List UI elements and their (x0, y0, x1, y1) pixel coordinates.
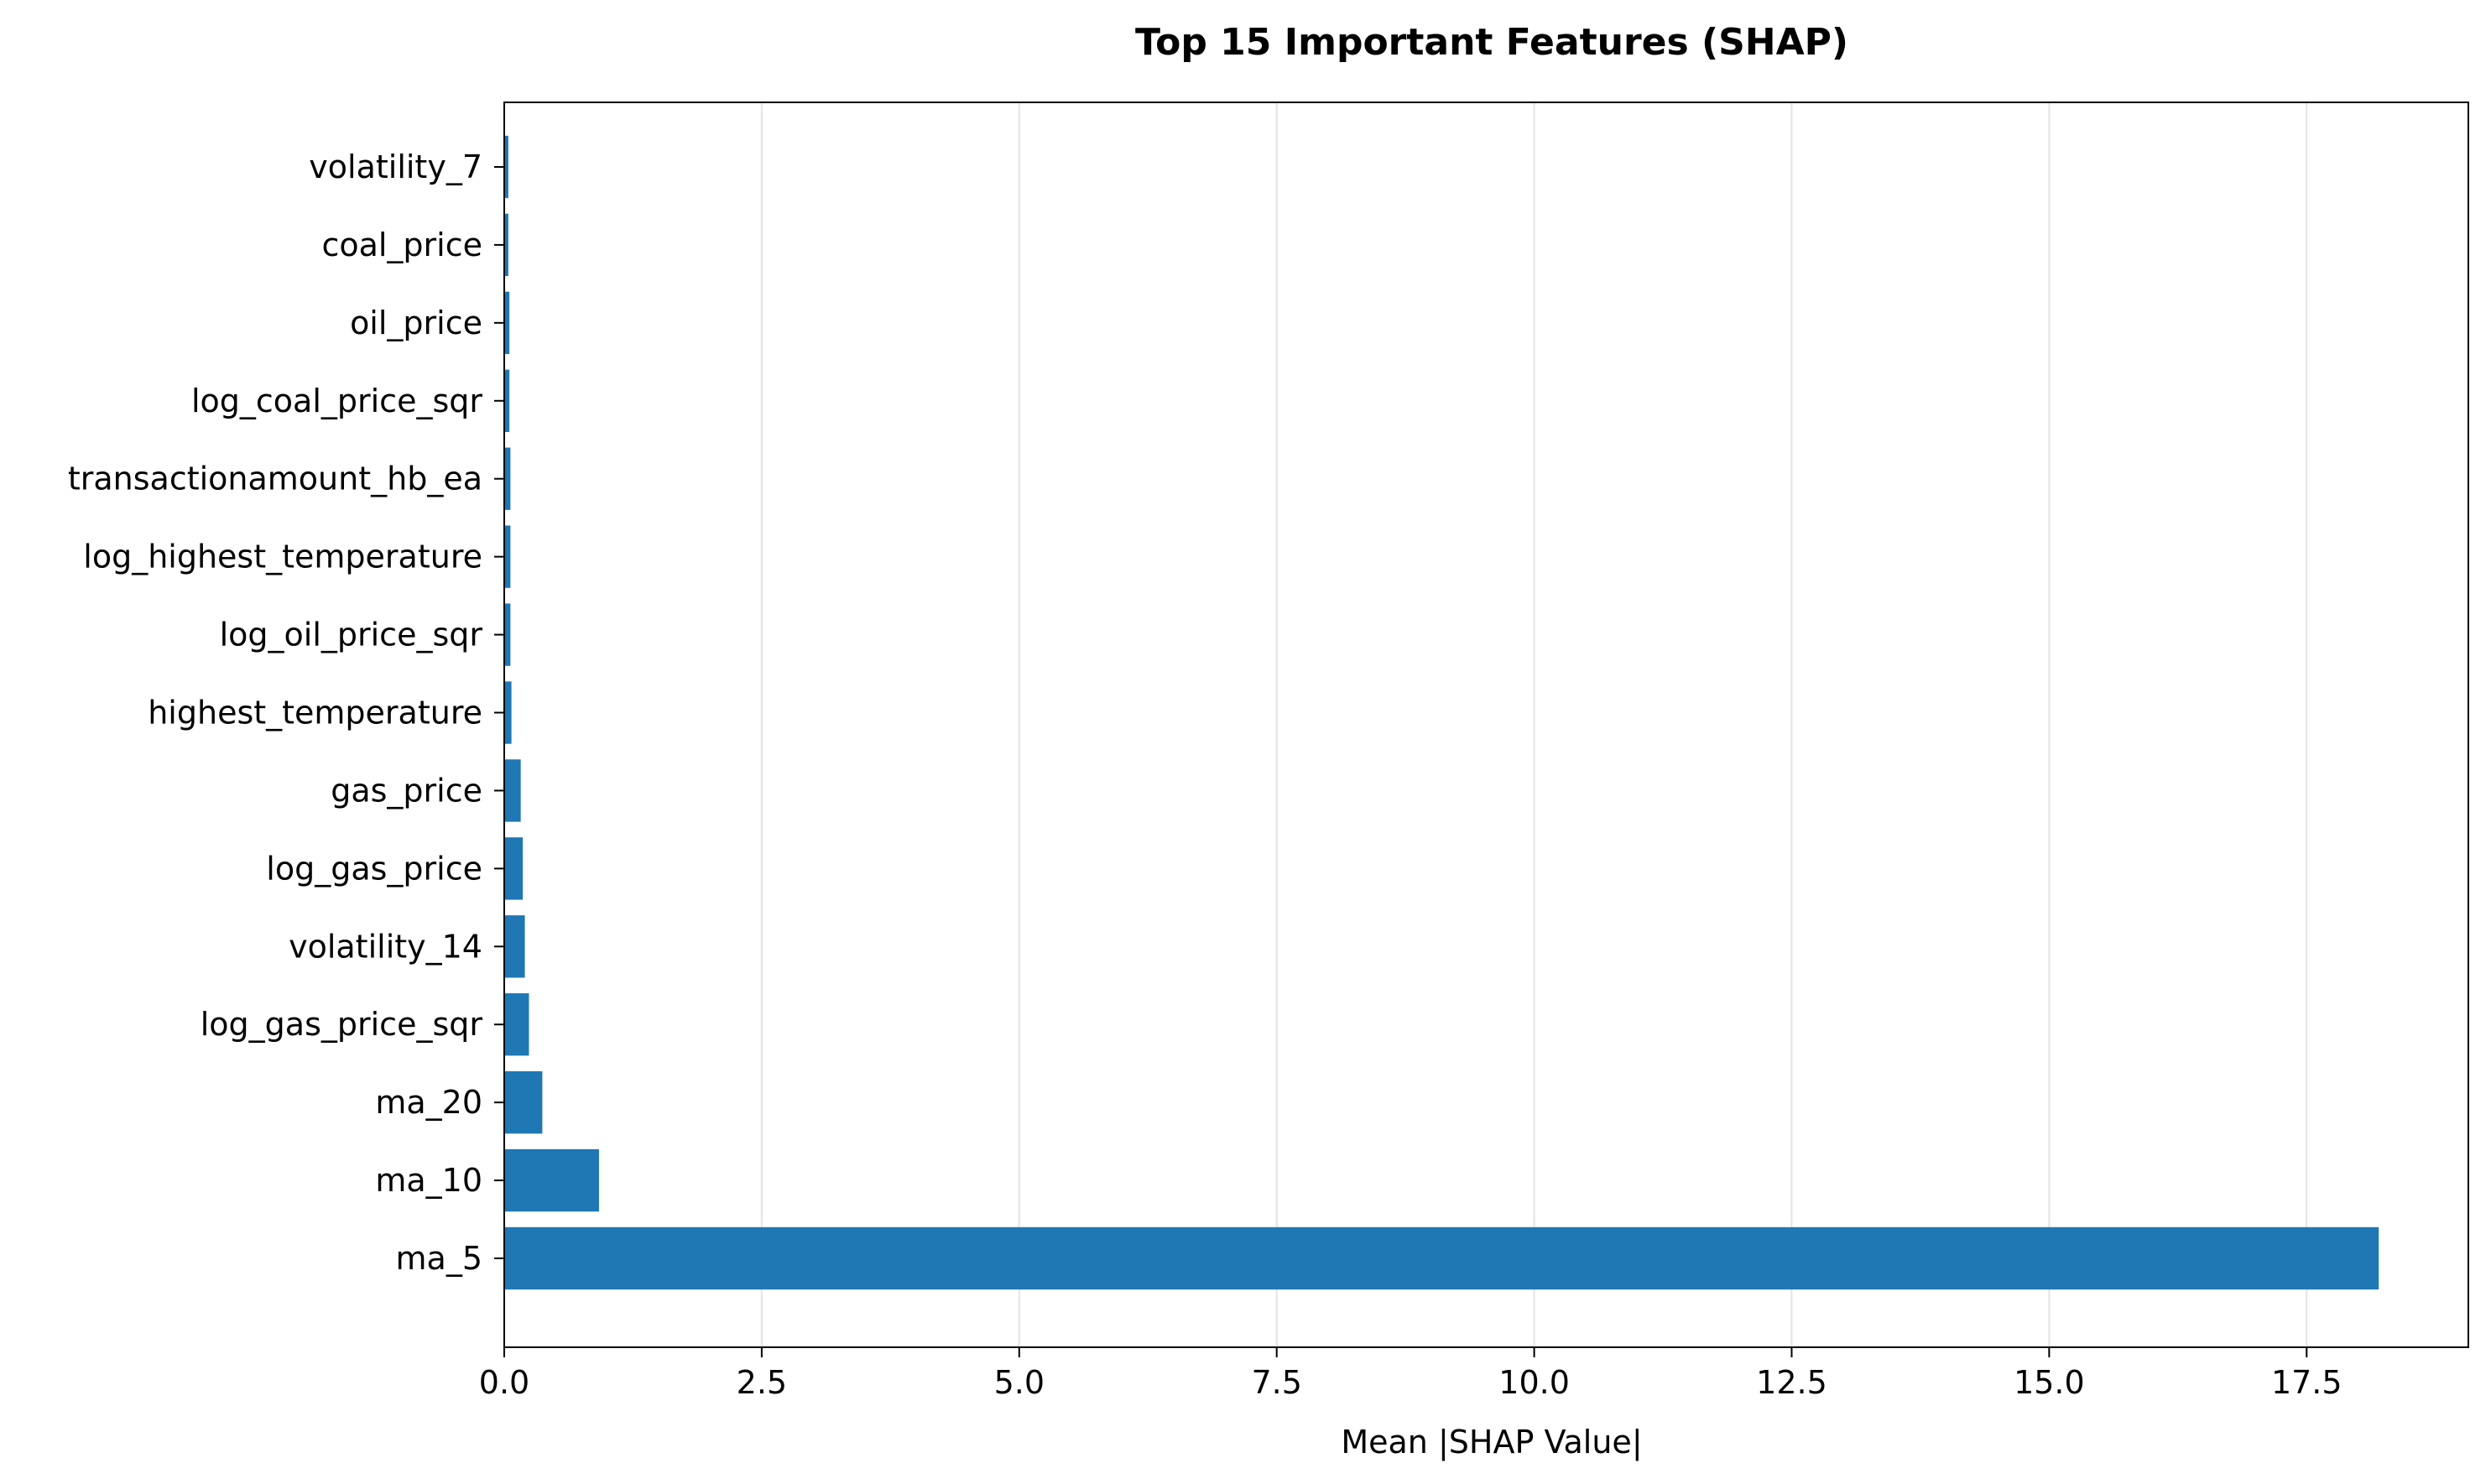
bar-transactionamount-hb-ea (504, 447, 511, 510)
bars (504, 135, 2379, 1290)
y-tick-label: log_coal_price_sqr (191, 383, 482, 419)
bar-volatility-7 (504, 135, 508, 199)
x-tick-label: 17.5 (2271, 1364, 2342, 1401)
bar-volatility-14 (504, 915, 525, 978)
y-tick-label: ma_10 (375, 1162, 482, 1199)
bar-ma-5 (504, 1226, 2379, 1290)
y-tick-label: volatility_14 (289, 928, 482, 965)
bar-ma-10 (504, 1148, 599, 1212)
x-tick-label: 15.0 (2014, 1364, 2085, 1401)
y-tick-label: log_highest_temperature (83, 539, 482, 575)
x-tick-label: 10.0 (1498, 1364, 1570, 1401)
x-tick-label: 12.5 (1756, 1364, 1827, 1401)
x-axis-ticks: 0.0 2.5 5.0 7.5 10.0 12.5 15.0 17.5 (479, 1347, 2342, 1401)
x-tick-label: 7.5 (1251, 1364, 1301, 1401)
y-tick-label: ma_20 (375, 1084, 482, 1121)
x-tick-label: 0.0 (479, 1364, 529, 1401)
bar-highest-temperature (504, 681, 512, 744)
x-tick-label: 2.5 (737, 1364, 787, 1401)
bar-oil-price (504, 291, 510, 355)
plot-frame (503, 102, 2469, 1348)
bar-gas-price (504, 759, 521, 822)
y-tick-label: highest_temperature (148, 695, 482, 732)
chart-title: Top 15 Important Features (SHAP) (1135, 21, 1848, 64)
x-axis-label: Mean |SHAP Value| (1341, 1424, 1642, 1461)
y-tick-label: log_oil_price_sqr (220, 617, 483, 653)
y-tick-label: coal_price (321, 227, 482, 263)
y-tick-label: transactionamount_hb_ea (68, 461, 482, 497)
bar-coal-price (504, 213, 508, 277)
bar-log-oil-price-sqr (504, 603, 511, 666)
y-tick-label: oil_price (350, 305, 482, 341)
y-tick-label: gas_price (331, 772, 482, 809)
y-tick-label: log_gas_price (266, 850, 482, 887)
y-axis-ticks: ma_5 ma_10 ma_20 log_gas_price_sqr volatilit… (68, 148, 504, 1277)
x-tick-label: 5.0 (994, 1364, 1045, 1401)
y-tick-label: volatility_7 (309, 148, 482, 185)
bar-log-highest-temperature (504, 525, 511, 588)
y-tick-label: ma_5 (396, 1240, 482, 1277)
bar-ma-20 (504, 1070, 543, 1134)
y-tick-label: log_gas_price_sqr (201, 1006, 483, 1043)
bar-log-gas-price-sqr (504, 993, 529, 1056)
bar-log-gas-price (504, 837, 524, 900)
bar-log-coal-price-sqr (504, 369, 510, 432)
x-gridlines (503, 102, 2308, 1347)
